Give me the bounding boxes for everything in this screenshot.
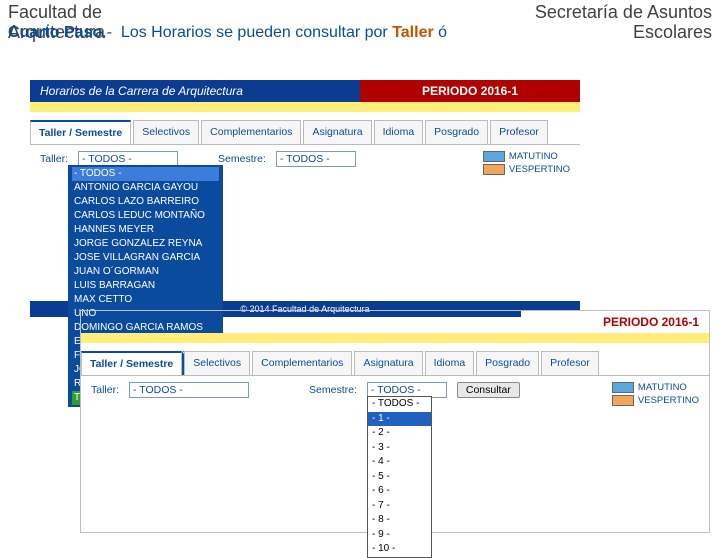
swatch-matutino: [612, 382, 634, 393]
taller-option[interactable]: ANTONIO GARCIA GAYOU: [72, 181, 219, 195]
taller-option[interactable]: CARLOS LAZO BARREIRO: [72, 195, 219, 209]
tabs: Taller / Semestre Selectivos Complementa…: [30, 120, 580, 145]
taller-option[interactable]: HANNES MEYER: [72, 223, 219, 237]
tab-selectivos[interactable]: Selectivos: [184, 351, 250, 375]
swatch-vespertino: [483, 164, 505, 175]
tab-posgrado[interactable]: Posgrado: [425, 120, 488, 144]
taller-label: Taller:: [40, 151, 68, 165]
semestre-option[interactable]: - 6 -: [368, 484, 431, 499]
titlebar: Horarios de la Carrera de Arquitectura P…: [30, 80, 580, 102]
taller-option[interactable]: - TODOS -: [72, 167, 219, 181]
taller-option[interactable]: JORGE GONZALEZ REYNA: [72, 237, 219, 251]
faculty-line1: Facultad de: [8, 2, 102, 24]
tab-idioma[interactable]: Idioma: [425, 351, 475, 375]
tab-taller-semestre[interactable]: Taller / Semestre: [81, 351, 182, 375]
tabs: Taller / Semestre Selectivos Complementa…: [81, 351, 709, 376]
semestre-label: Semestre:: [218, 151, 266, 165]
titlebar-period: PERIODO 2016-1: [360, 80, 580, 102]
schedule-panel-taller: Horarios de la Carrera de Arquitectura P…: [30, 80, 580, 317]
tab-asignatura[interactable]: Asignatura: [354, 351, 422, 375]
semestre-option[interactable]: - 2 -: [368, 426, 431, 441]
tab-posgrado[interactable]: Posgrado: [476, 351, 539, 375]
taller-select[interactable]: - TODOS -: [129, 382, 249, 398]
semestre-select[interactable]: - TODOS -: [276, 151, 356, 167]
tab-complementarios[interactable]: Complementarios: [252, 351, 352, 375]
tab-idioma[interactable]: Idioma: [374, 120, 424, 144]
schedule-panel-semestre: PERIODO 2016-1 Taller / Semestre Selecti…: [80, 310, 710, 533]
tab-selectivos[interactable]: Selectivos: [133, 120, 199, 144]
titlebar: PERIODO 2016-1: [81, 311, 709, 333]
tab-profesor[interactable]: Profesor: [541, 351, 599, 375]
semestre-option[interactable]: - 1 -: [368, 412, 431, 427]
filter-row: Taller: - TODOS - Semestre: - TODOS - MA…: [30, 145, 580, 181]
tab-taller-semestre[interactable]: Taller / Semestre: [30, 120, 131, 144]
semestre-dropdown-open[interactable]: - TODOS - - 1 - - 2 - - 3 - - 4 - - 5 - …: [367, 396, 432, 558]
taller-option[interactable]: LUIS BARRAGAN: [72, 279, 219, 293]
step-instruction: Cuarto Paso.- Los Horarios se pueden con…: [8, 24, 712, 42]
filter-row: Taller: - TODOS - Semestre: - TODOS - Co…: [81, 376, 709, 412]
semestre-option[interactable]: - 8 -: [368, 513, 431, 528]
semestre-option[interactable]: - 5 -: [368, 470, 431, 485]
taller-option[interactable]: JUAN O´GORMAN: [72, 265, 219, 279]
swatch-vespertino: [612, 395, 634, 406]
swatch-matutino: [483, 151, 505, 162]
taller-option[interactable]: MAX CETTO: [72, 293, 219, 307]
semestre-option[interactable]: - 10 -: [368, 542, 431, 557]
semestre-label: Semestre:: [309, 382, 357, 396]
semestre-option[interactable]: - 7 -: [368, 499, 431, 514]
secretary-line1: Secretaría de Asuntos: [535, 2, 712, 24]
tab-complementarios[interactable]: Complementarios: [201, 120, 301, 144]
shift-legend: MATUTINO VESPERTINO: [483, 151, 570, 175]
titlebar-period: PERIODO 2016-1: [521, 311, 709, 333]
semestre-option[interactable]: - TODOS -: [368, 397, 431, 412]
consultar-button[interactable]: Consultar: [457, 382, 520, 398]
tab-asignatura[interactable]: Asignatura: [303, 120, 371, 144]
titlebar-title: Horarios de la Carrera de Arquitectura: [30, 80, 360, 102]
accent-strip: [81, 333, 709, 343]
tab-profesor[interactable]: Profesor: [490, 120, 548, 144]
shift-legend: MATUTINO VESPERTINO: [612, 382, 699, 406]
accent-strip: [30, 102, 580, 112]
taller-option[interactable]: CARLOS LEDUC MONTAÑO: [72, 209, 219, 223]
semestre-option[interactable]: - 4 -: [368, 455, 431, 470]
taller-option[interactable]: JOSE VILLAGRAN GARCIA: [72, 251, 219, 265]
taller-label: Taller:: [91, 382, 119, 396]
semestre-option[interactable]: - 3 -: [368, 441, 431, 456]
